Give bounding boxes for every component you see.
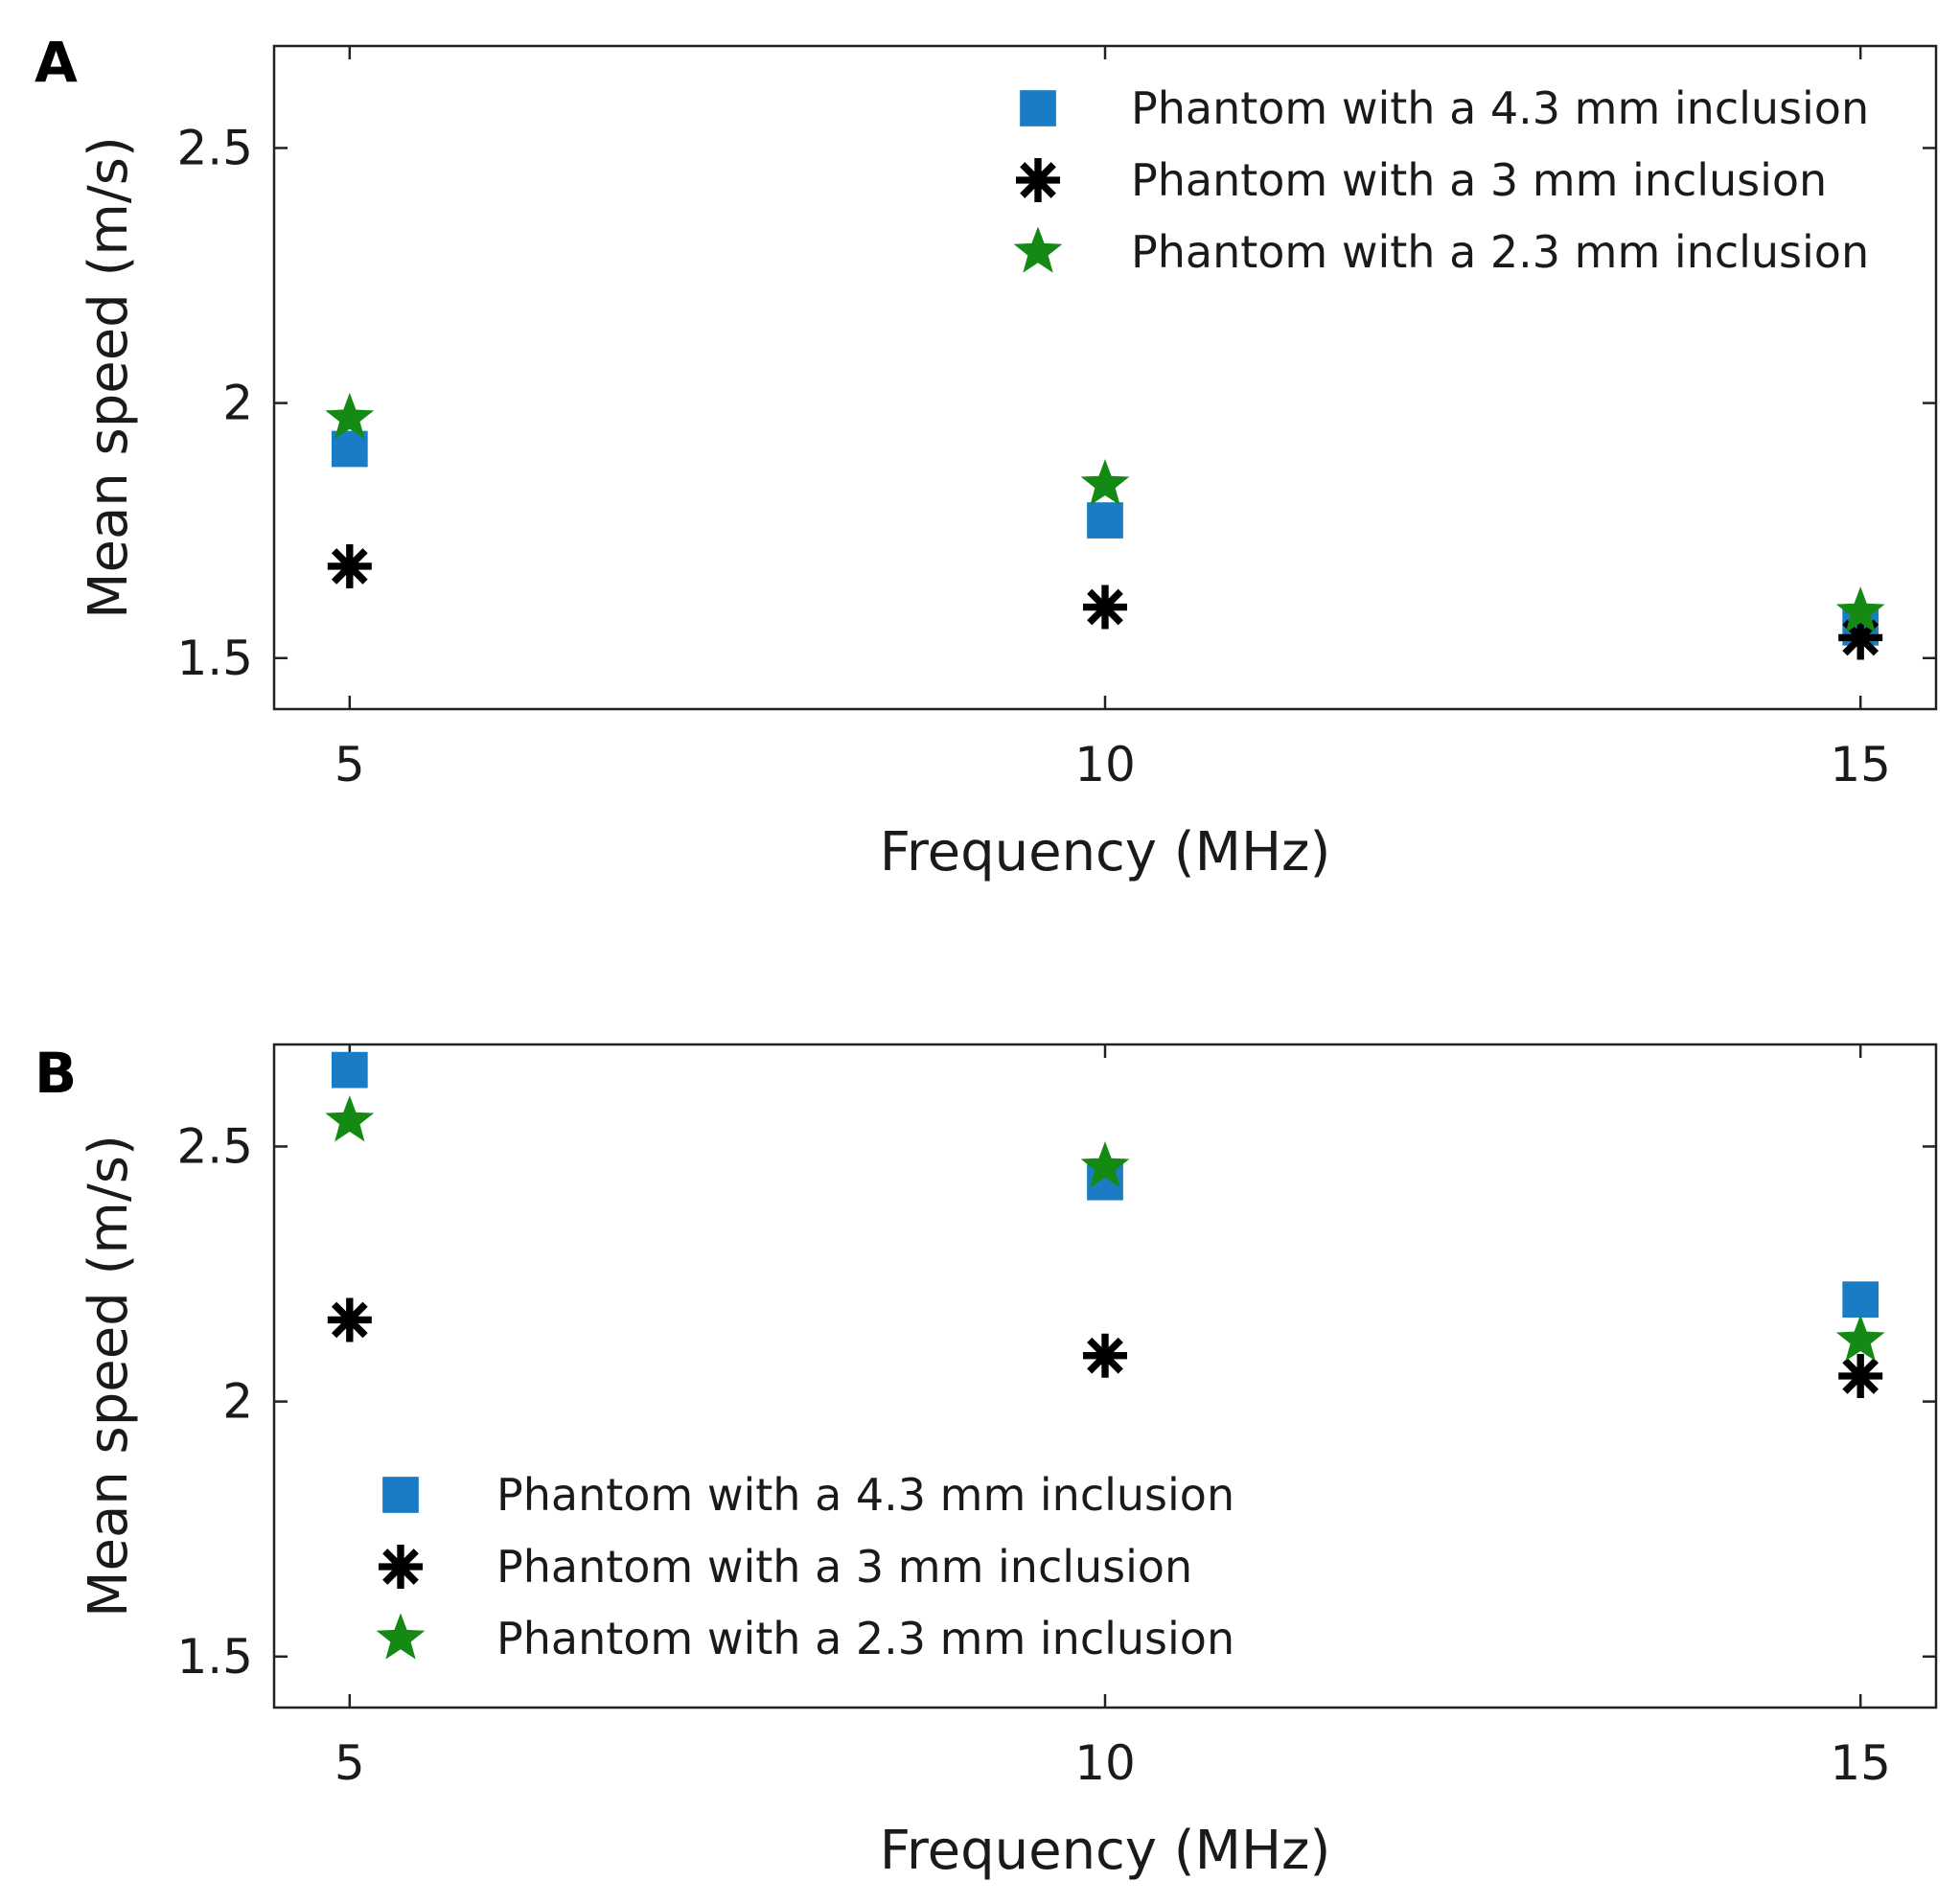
x-tick-label: 5: [334, 737, 365, 792]
y-axis-label: Mean speed (m/s): [78, 136, 140, 619]
series-3: [325, 1095, 1885, 1362]
data-point: [1835, 1315, 1885, 1362]
legend-marker: [376, 1613, 426, 1660]
y-tick-label: 2.5: [176, 1118, 253, 1174]
panel-label: A: [35, 30, 78, 95]
legend-entry: Phantom with a 4.3 mm inclusion: [382, 1469, 1234, 1521]
legend-marker: [382, 1477, 419, 1513]
y-tick-label: 2.5: [176, 120, 253, 175]
legend-label: Phantom with a 3 mm inclusion: [496, 1541, 1192, 1593]
legend-label: Phantom with a 2.3 mm inclusion: [496, 1613, 1234, 1664]
data-point: [1087, 502, 1123, 539]
legend-entry: Phantom with a 2.3 mm inclusion: [376, 1613, 1234, 1664]
data-point: [1083, 585, 1127, 630]
data-point: [1083, 1333, 1127, 1378]
x-tick-label: 5: [334, 1735, 365, 1791]
legend-label: Phantom with a 4.3 mm inclusion: [1131, 82, 1869, 134]
series-1: [331, 1051, 1879, 1319]
legend-label: Phantom with a 4.3 mm inclusion: [496, 1469, 1234, 1521]
series-2: [327, 1297, 1883, 1398]
y-tick-label: 2: [222, 1374, 253, 1430]
legend-marker: [379, 1545, 423, 1589]
x-axis-label: Frequency (MHz): [880, 821, 1331, 883]
data-point: [325, 1095, 375, 1142]
legend-marker: [1016, 158, 1060, 202]
x-tick-label: 10: [1074, 1735, 1136, 1791]
y-axis-label: Mean speed (m/s): [78, 1135, 140, 1617]
x-axis-label: Frequency (MHz): [880, 1820, 1331, 1882]
chart-panel-a: A 5 10 15 1.5 2 2.5 Frequency (MHz) Mean speed (…: [35, 30, 1938, 883]
data-point: [1842, 1281, 1879, 1319]
data-point: [331, 1051, 368, 1089]
data-point: [1835, 586, 1885, 633]
y-tick-label: 1.5: [176, 631, 253, 686]
chart-panel-b: B 5 10 15 1.5 2 2.5 Frequency (MHz) Mean speed (…: [35, 1041, 1938, 1882]
legend-entry: Phantom with a 3 mm inclusion: [1016, 154, 1827, 206]
panel-label: B: [35, 1041, 77, 1106]
data-point: [1080, 1141, 1130, 1188]
data-point: [1838, 1354, 1883, 1398]
legend: Phantom with a 4.3 mm inclusion Phantom w…: [1013, 82, 1869, 278]
legend-marker: [1020, 90, 1056, 126]
legend-entry: Phantom with a 2.3 mm inclusion: [1013, 226, 1869, 278]
legend-entry: Phantom with a 3 mm inclusion: [379, 1541, 1192, 1593]
series-2: [327, 543, 1883, 660]
x-tick-label: 15: [1830, 1735, 1891, 1791]
data-point: [325, 392, 375, 440]
y-tick-label: 1.5: [176, 1629, 253, 1685]
legend-label: Phantom with a 2.3 mm inclusion: [1131, 226, 1869, 278]
legend-marker: [1013, 226, 1063, 273]
legend: Phantom with a 4.3 mm inclusion Phantom w…: [376, 1469, 1234, 1664]
legend-label: Phantom with a 3 mm inclusion: [1131, 154, 1827, 206]
legend-entry: Phantom with a 4.3 mm inclusion: [1020, 82, 1869, 134]
x-tick-label: 10: [1074, 737, 1136, 792]
y-tick-label: 2: [222, 376, 253, 431]
series-3: [325, 392, 1885, 633]
data-point: [327, 1297, 372, 1342]
data-point: [1080, 459, 1130, 506]
x-tick-label: 15: [1830, 737, 1891, 792]
data-point: [327, 543, 372, 588]
